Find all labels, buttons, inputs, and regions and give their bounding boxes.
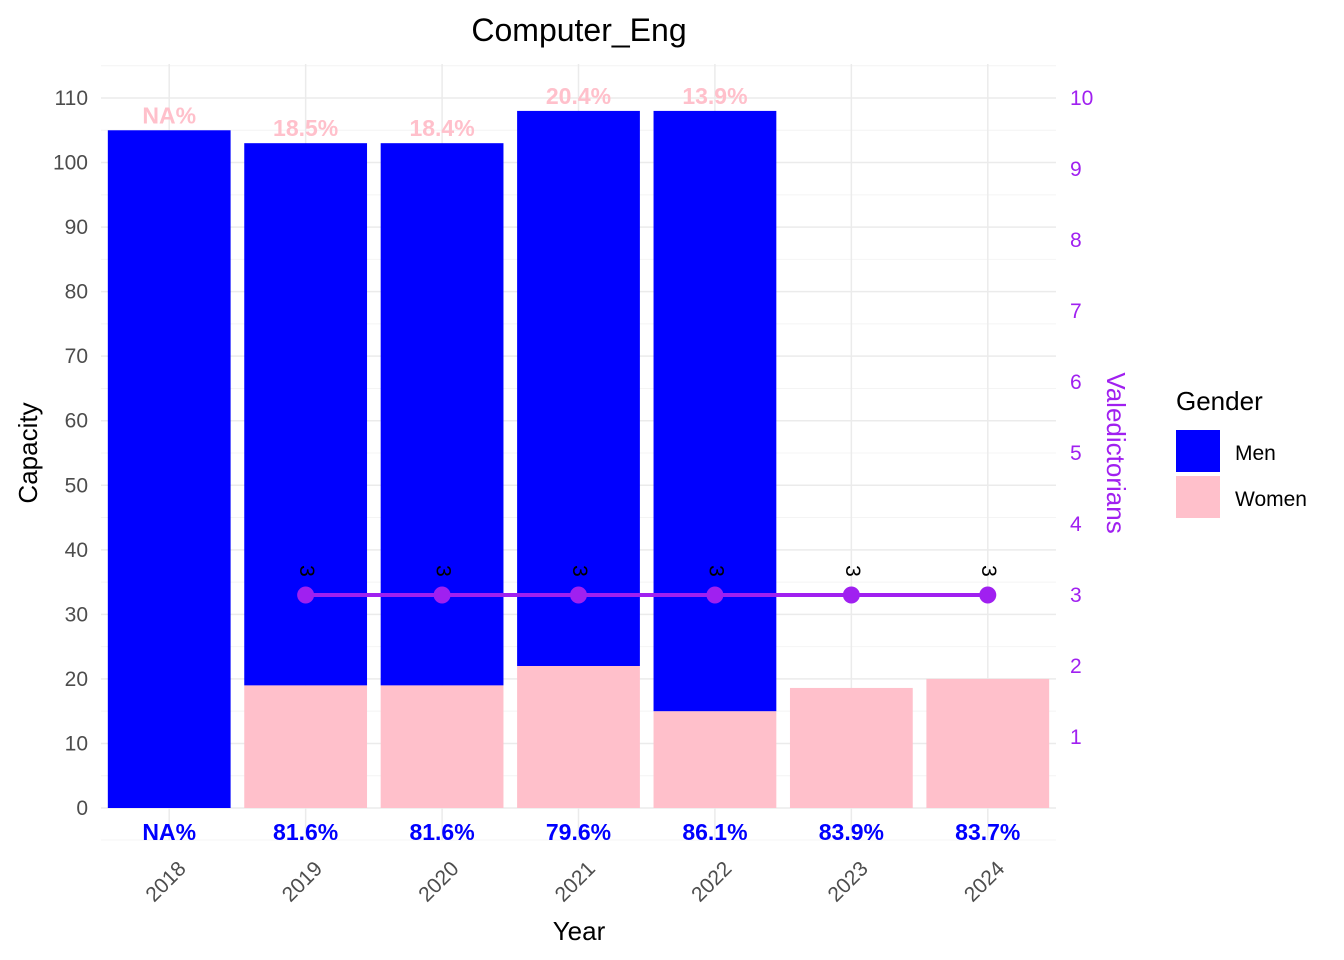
bars — [107, 110, 1050, 809]
y2-tick-label: 1 — [1070, 726, 1082, 749]
x-axis-title: Year — [553, 916, 606, 946]
valedictorians-point-2022 — [706, 586, 724, 604]
y-tick-label: 20 — [65, 668, 88, 691]
y2-tick-label: 5 — [1070, 442, 1082, 465]
women-pct-label-2018: NA% — [142, 102, 196, 128]
x-tick-label: 2021 — [551, 857, 600, 906]
valedictorians-point-2021 — [570, 586, 587, 604]
x-tick-label: 2018 — [141, 857, 190, 906]
valedictorians-label-2024: 3 — [977, 565, 1000, 577]
legend-swatch-men — [1176, 430, 1220, 472]
bar-men-2019 — [244, 143, 368, 686]
men-pct-label-2019: 81.6% — [273, 819, 338, 845]
y-tick-label: 40 — [65, 539, 88, 562]
x-axis-ticks: 2018 2019 2020 2021 2022 2023 2024 — [141, 857, 1009, 907]
y-tick-label: 60 — [65, 410, 88, 433]
men-pct-label-2023: 83.9% — [819, 819, 884, 845]
men-pct-label-2021: 79.6% — [546, 819, 611, 845]
y2-tick-label: 10 — [1070, 87, 1093, 110]
bar-men-2021 — [517, 110, 640, 667]
valedictorians-point-2024 — [979, 586, 997, 604]
men-pct-label-2024: 83.7% — [955, 819, 1020, 845]
y2-tick-label: 3 — [1070, 584, 1082, 607]
women-pct-label-2020: 18.4% — [409, 115, 474, 141]
valedictorians-label-2023: 3 — [841, 565, 864, 577]
x-tick-label: 2024 — [960, 857, 1010, 907]
bar-women-2023 — [789, 687, 913, 808]
bar-women-2022 — [653, 711, 777, 808]
bar-men-2020 — [380, 143, 504, 686]
y2-tick-label: 4 — [1070, 513, 1082, 536]
y-tick-label: 90 — [65, 216, 88, 239]
y-tick-label: 0 — [76, 797, 88, 820]
y2-axis-title: Valedictorians — [1101, 372, 1131, 533]
legend: Gender Men Women — [1176, 386, 1307, 518]
women-pct-label-2021: 20.4% — [546, 83, 611, 109]
valedictorian-line-layer — [297, 586, 997, 604]
chart-title: Computer_Eng — [471, 12, 686, 48]
bar-men-2022 — [653, 110, 777, 712]
valedictorians-point-2019 — [297, 586, 315, 604]
y2-tick-label: 2 — [1070, 655, 1082, 678]
valedictorians-label-2020: 3 — [432, 565, 455, 577]
y-axis-ticks: 0 10 20 30 40 50 60 70 80 90 100 110 — [53, 87, 88, 820]
valedictorians-label-2019: 3 — [295, 565, 318, 577]
y-tick-label: 100 — [53, 152, 88, 175]
bar-men-2018 — [107, 130, 231, 809]
y2-tick-label: 7 — [1070, 300, 1082, 323]
y2-tick-label: 6 — [1070, 371, 1082, 394]
y-tick-label: 80 — [65, 281, 88, 304]
legend-swatch-women — [1176, 476, 1220, 518]
men-pct-label-2020: 81.6% — [409, 819, 474, 845]
valedictorians-label-2021: 3 — [568, 565, 591, 577]
x-tick-label: 2022 — [687, 857, 736, 906]
y-axis-title: Capacity — [13, 402, 43, 503]
y-tick-label: 10 — [65, 732, 88, 755]
y-tick-label: 50 — [65, 474, 88, 497]
women-pct-label-2019: 18.5% — [273, 115, 338, 141]
men-pct-label-2022: 86.1% — [682, 819, 747, 845]
y2-tick-label: 8 — [1070, 229, 1082, 252]
bar-women-2019 — [244, 685, 368, 808]
valedictorians-label-2022: 3 — [704, 565, 727, 577]
y2-axis-ticks: 1 2 3 4 5 6 7 8 9 10 — [1070, 87, 1093, 749]
y2-tick-label: 9 — [1070, 158, 1082, 181]
x-tick-label: 2019 — [278, 857, 327, 906]
valedictorians-point-2020 — [433, 586, 451, 604]
legend-title: Gender — [1176, 386, 1263, 416]
valedictorians-point-2023 — [842, 586, 860, 604]
legend-label-men: Men — [1235, 442, 1276, 465]
y-tick-label: 110 — [55, 87, 88, 110]
bar-women-2020 — [380, 685, 504, 808]
legend-label-women: Women — [1235, 488, 1307, 511]
women-pct-label-2022: 13.9% — [682, 83, 747, 109]
data-labels: NA% NA% 18.5% 81.6% 18.4% 81.6% 20.4% 79.6% 13.9… — [142, 83, 1020, 845]
bar-women-2021 — [517, 666, 640, 808]
men-pct-label-2018: NA% — [142, 819, 196, 845]
y-tick-label: 70 — [65, 345, 88, 368]
y-tick-label: 30 — [65, 603, 88, 626]
x-tick-label: 2023 — [824, 857, 873, 906]
bar-women-2024 — [926, 678, 1050, 808]
x-tick-label: 2020 — [414, 857, 463, 906]
